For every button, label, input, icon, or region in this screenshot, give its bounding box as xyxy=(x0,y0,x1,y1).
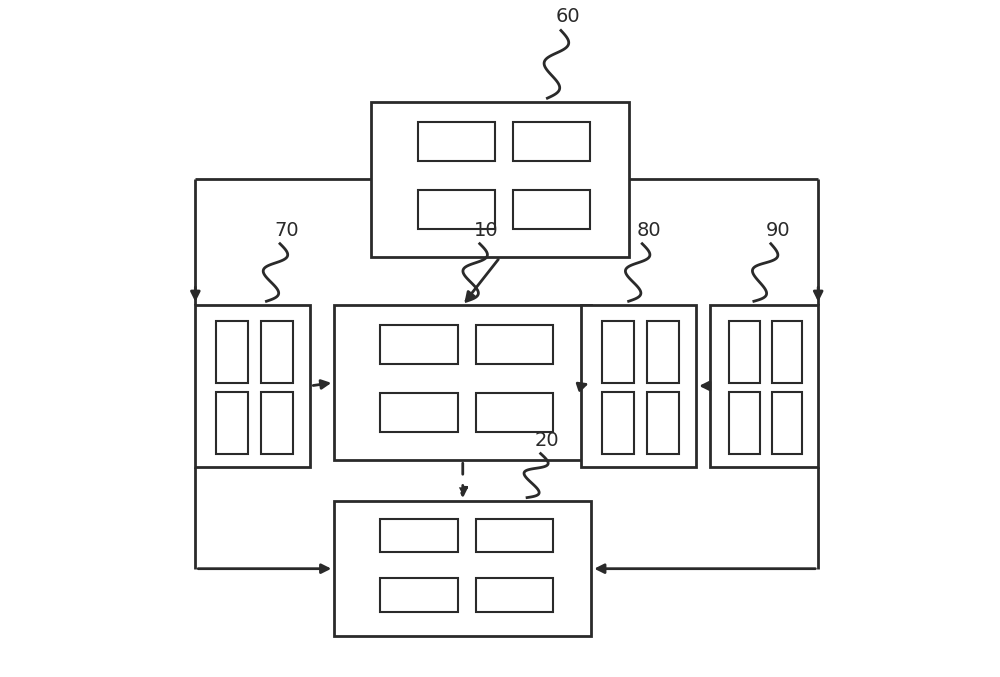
Bar xyxy=(513,122,590,160)
Bar xyxy=(729,321,760,383)
Text: 70: 70 xyxy=(274,221,299,240)
Bar xyxy=(647,393,679,454)
Bar xyxy=(602,393,634,454)
Bar xyxy=(380,325,458,364)
Bar xyxy=(772,321,802,383)
Text: 10: 10 xyxy=(474,221,499,240)
Bar xyxy=(380,393,458,433)
Text: 60: 60 xyxy=(555,7,580,26)
Bar xyxy=(371,102,629,257)
Bar xyxy=(476,393,553,433)
Bar xyxy=(261,393,293,454)
Bar xyxy=(729,393,760,454)
Bar xyxy=(581,305,696,467)
Bar xyxy=(261,321,293,383)
Bar xyxy=(602,321,634,383)
Bar xyxy=(380,519,458,552)
Bar xyxy=(418,190,495,230)
Bar xyxy=(216,321,248,383)
Bar xyxy=(195,305,310,467)
Bar xyxy=(334,305,591,460)
Bar xyxy=(476,325,553,364)
Text: 90: 90 xyxy=(765,221,790,240)
Bar xyxy=(772,393,802,454)
Bar xyxy=(418,122,495,160)
Bar xyxy=(476,578,553,612)
Bar xyxy=(380,578,458,612)
Text: 80: 80 xyxy=(637,221,661,240)
Bar xyxy=(647,321,679,383)
Text: 20: 20 xyxy=(535,431,560,450)
Bar xyxy=(216,393,248,454)
Bar xyxy=(710,305,818,467)
Bar xyxy=(334,501,591,636)
Bar xyxy=(513,190,590,230)
Bar xyxy=(476,519,553,552)
